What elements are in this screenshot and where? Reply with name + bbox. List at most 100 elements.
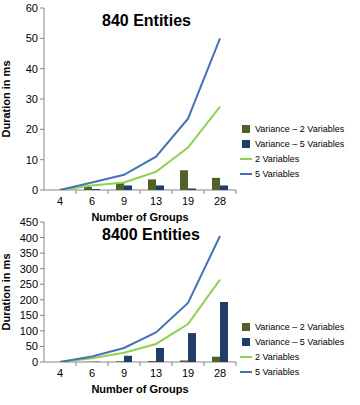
- legend-label: 2 Variables: [255, 352, 300, 362]
- x-tick-label: 6: [89, 195, 95, 207]
- legend-swatch: [242, 125, 250, 133]
- y-tick: [40, 190, 44, 191]
- y-tick-label: 30: [26, 93, 38, 105]
- x-tick: [204, 190, 205, 194]
- y-tick: [40, 8, 44, 9]
- legend-label: 5 Variables: [255, 367, 300, 377]
- y-tick-label: 0: [32, 356, 38, 368]
- y-tick: [40, 68, 44, 69]
- y-tick-label: 10: [26, 154, 38, 166]
- y-tick-label: 50: [26, 340, 38, 352]
- y-tick-label: 300: [20, 263, 38, 275]
- y-tick-label: 350: [20, 247, 38, 259]
- y-tick: [40, 346, 44, 347]
- bar: [124, 185, 132, 190]
- bar: [92, 361, 100, 362]
- x-tick: [140, 190, 141, 194]
- bar: [148, 179, 156, 190]
- bar: [116, 361, 124, 362]
- legend-label: Variance – 2 Variables: [255, 322, 345, 332]
- y-tick: [40, 253, 44, 254]
- y-axis-title: Duration in ms: [0, 253, 12, 330]
- bar: [156, 185, 164, 190]
- y-axis: [44, 222, 45, 362]
- y-tick: [40, 362, 44, 363]
- bar: [180, 170, 188, 190]
- y-tick-label: 250: [20, 278, 38, 290]
- y-tick: [40, 284, 44, 285]
- line: [60, 107, 220, 190]
- legend-swatch: [240, 371, 252, 373]
- x-tick: [108, 362, 109, 366]
- plot-area: [60, 236, 228, 362]
- x-tick: [236, 190, 237, 194]
- x-axis-title: Number of Groups: [91, 383, 188, 395]
- y-tick: [40, 268, 44, 269]
- line: [60, 236, 220, 362]
- y-tick-label: 40: [26, 63, 38, 75]
- y-tick-label: 60: [26, 2, 38, 14]
- x-tick: [172, 362, 173, 366]
- x-tick: [76, 190, 77, 194]
- legend-label: Variance – 5 Variables: [255, 337, 345, 347]
- legend-swatch: [240, 158, 252, 160]
- chart-title: 8400 Entities: [102, 226, 200, 243]
- x-tick-label: 9: [121, 195, 127, 207]
- line: [60, 38, 220, 190]
- x-tick: [204, 362, 205, 366]
- y-tick-label: 100: [20, 325, 38, 337]
- plot-area: [60, 38, 228, 190]
- x-tick-label: 6: [89, 367, 95, 379]
- x-tick: [172, 190, 173, 194]
- x-tick: [236, 362, 237, 366]
- legend-label: 2 Variables: [255, 154, 300, 164]
- bar: [156, 348, 164, 362]
- y-tick: [40, 330, 44, 331]
- x-tick-label: 19: [182, 195, 194, 207]
- y-tick: [40, 222, 44, 223]
- bar: [92, 189, 100, 190]
- chart-title: 840 Entities: [102, 12, 191, 29]
- x-tick: [108, 190, 109, 194]
- legend-swatch: [242, 338, 250, 346]
- y-tick-label: 50: [26, 32, 38, 44]
- chart-0: 0 10 20 30 40 50 60 4 6 9 13 19 28 Number of Groups Du…: [0, 2, 345, 223]
- x-tick-label: 4: [57, 195, 63, 207]
- y-tick: [40, 299, 44, 300]
- y-tick: [40, 99, 44, 100]
- line: [60, 280, 220, 362]
- y-tick: [40, 129, 44, 130]
- bar: [148, 361, 156, 362]
- x-tick-label: 19: [182, 367, 194, 379]
- x-tick-label: 13: [150, 195, 162, 207]
- x-tick-label: 28: [214, 195, 226, 207]
- legend-swatch: [240, 173, 252, 175]
- x-tick: [76, 362, 77, 366]
- y-axis-title: Duration in ms: [0, 60, 12, 137]
- x-tick-label: 4: [57, 367, 63, 379]
- x-tick-label: 13: [150, 367, 162, 379]
- x-tick: [140, 362, 141, 366]
- y-tick: [40, 159, 44, 160]
- y-tick-label: 0: [32, 184, 38, 196]
- bar: [84, 361, 92, 362]
- bar: [212, 178, 220, 190]
- y-tick-label: 150: [20, 309, 38, 321]
- y-tick: [40, 38, 44, 39]
- y-tick-label: 450: [20, 216, 38, 228]
- legend-label: 5 Variables: [255, 169, 300, 179]
- y-tick-label: 20: [26, 123, 38, 135]
- bar: [180, 360, 188, 362]
- legend-label: Variance – 5 Variables: [255, 139, 345, 149]
- bar: [124, 356, 132, 362]
- bar: [220, 185, 228, 190]
- x-axis-title: Number of Groups: [91, 211, 188, 223]
- chart-canvas: 0102030405060469131928Number of GroupsDu…: [0, 0, 360, 405]
- x-tick-label: 9: [121, 367, 127, 379]
- bar: [52, 362, 60, 363]
- legend-swatch: [242, 323, 250, 331]
- legend-label: Variance – 2 Variables: [255, 124, 345, 134]
- legend-swatch: [240, 356, 252, 358]
- y-tick-label: 200: [20, 294, 38, 306]
- y-tick: [40, 237, 44, 238]
